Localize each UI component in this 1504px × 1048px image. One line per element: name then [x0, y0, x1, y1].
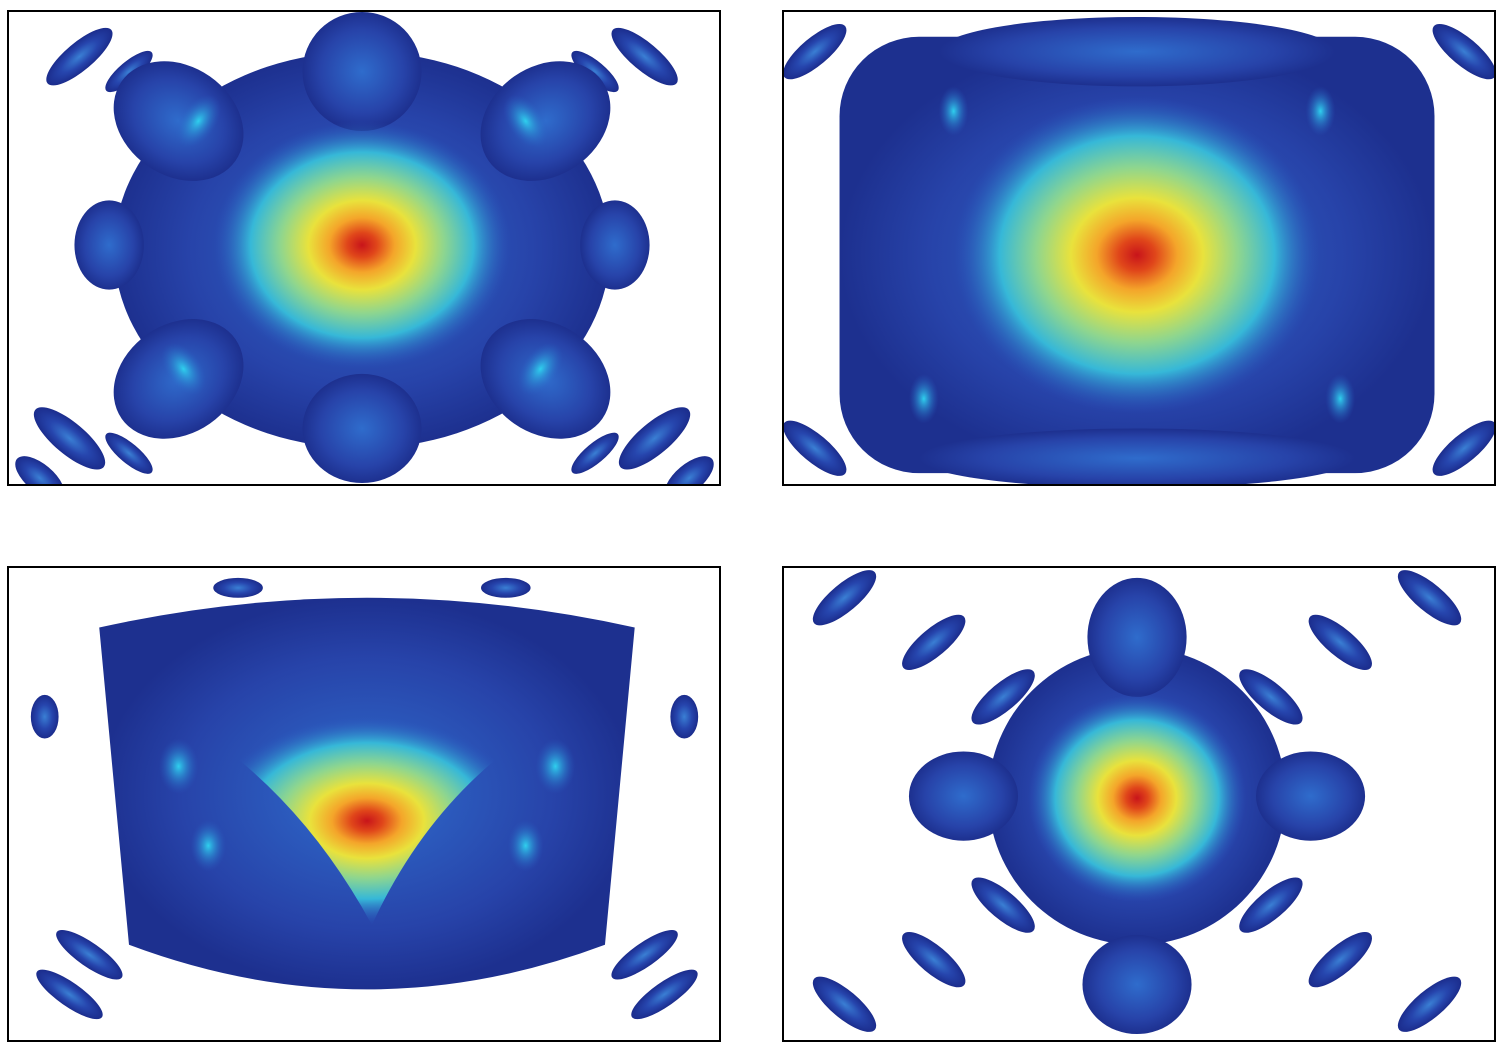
outer-fringes [30, 577, 699, 1020]
central-peak [208, 716, 526, 925]
body-lobes [74, 12, 650, 484]
central-peak [953, 96, 1321, 414]
cyan-highlights [161, 94, 563, 396]
cyan-highlights [908, 86, 1356, 424]
central-peak [213, 121, 511, 369]
outer-fringes [784, 24, 1494, 476]
interference-pattern-bottom-right [812, 570, 1462, 1035]
interference-pattern-top-right [784, 16, 1494, 484]
panel-bottom-left [7, 566, 721, 1042]
interference-pattern-bottom-left [30, 577, 699, 1020]
cyan-highlights [158, 738, 576, 872]
outer-fringes [812, 570, 1462, 1032]
panel-top-left [7, 10, 721, 486]
panel-top-right [782, 10, 1496, 486]
panel-bottom-right [782, 566, 1496, 1042]
interference-pattern-top-left [15, 12, 714, 484]
central-peak [1027, 693, 1247, 903]
outer-fringes [15, 27, 714, 484]
